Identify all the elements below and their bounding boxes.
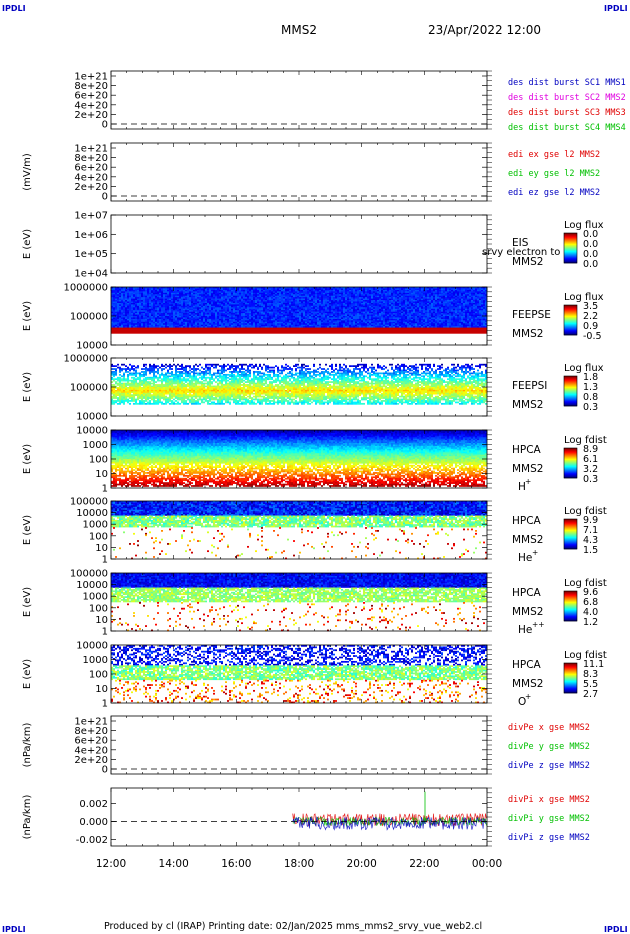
spectrogram-cell [163, 332, 165, 334]
spectrogram-cell [147, 332, 149, 334]
spectrogram-cell [133, 332, 135, 334]
spectrogram-cell [183, 332, 185, 334]
spectrogram-cell [193, 332, 195, 334]
spectrogram-cell [167, 332, 169, 334]
spectrogram-cell [177, 332, 179, 334]
spectrogram-cell [149, 332, 151, 334]
spectrogram-cell [151, 332, 153, 334]
spectrogram-cell [159, 332, 161, 334]
mms-summary-plot: IPDLI IPDLIIPDLI IPDLIMMS2 23/Apr/2022 12:0… [0, 0, 630, 934]
spectrogram-cell [137, 332, 139, 334]
spectrogram-cell [115, 332, 117, 334]
spectrogram-cell [175, 332, 177, 334]
spectrogram-cell [131, 332, 133, 334]
spectrogram-cell [125, 332, 127, 334]
spectrogram-cell [161, 332, 163, 334]
spectrogram-cell [121, 332, 123, 334]
spectrogram-cell [181, 332, 183, 334]
spectrogram-cell [173, 332, 175, 334]
spectrogram-cell [157, 332, 159, 334]
spectrogram-cell [179, 332, 181, 334]
spectrogram-cell [129, 332, 131, 334]
spectrogram-cell [171, 332, 173, 334]
spectrogram-cell [135, 332, 137, 334]
spectrogram-cell [117, 332, 119, 334]
spectrogram-cell [169, 332, 171, 334]
spectrogram-cell [155, 332, 157, 334]
spectrogram-cell [165, 332, 167, 334]
spectrogram-cell [141, 332, 143, 334]
spectrogram-cell [153, 332, 155, 334]
spectrogram-cell [127, 332, 129, 334]
spectrogram-cell [123, 332, 125, 334]
spectrogram-cell [195, 332, 197, 334]
spectrogram-cell [139, 332, 141, 334]
spectrogram-cell [189, 332, 191, 334]
spectrogram-cell [185, 332, 187, 334]
spectrogram-layer [111, 233, 577, 703]
spectrogram-cell [145, 332, 147, 334]
spectrogram-cell [187, 332, 189, 334]
spectrogram-cell [143, 332, 145, 334]
spectrogram-cell [191, 332, 193, 334]
spectrogram-cell [119, 332, 121, 334]
spectrogram-cell [113, 332, 115, 334]
